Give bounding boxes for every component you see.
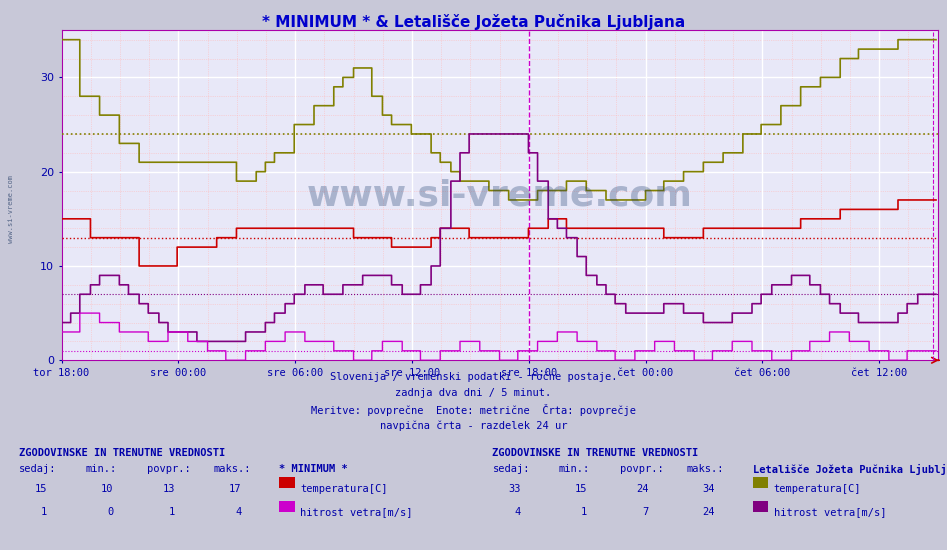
- Text: 1: 1: [41, 507, 47, 517]
- Text: Letališče Jožeta Pučnika Ljubljana: Letališče Jožeta Pučnika Ljubljana: [753, 464, 947, 475]
- Text: 24: 24: [703, 507, 715, 517]
- Text: maks.:: maks.:: [213, 464, 251, 475]
- Text: * MINIMUM *: * MINIMUM *: [279, 464, 348, 475]
- Text: sedaj:: sedaj:: [492, 464, 530, 475]
- Text: hitrost vetra[m/s]: hitrost vetra[m/s]: [774, 507, 886, 517]
- Text: Meritve: povprečne  Enote: metrične  Črta: povprečje: Meritve: povprečne Enote: metrične Črta:…: [311, 404, 636, 416]
- Text: navpična črta - razdelek 24 ur: navpična črta - razdelek 24 ur: [380, 421, 567, 431]
- Text: 15: 15: [35, 484, 47, 494]
- Text: 4: 4: [514, 507, 521, 517]
- Text: www.si-vreme.com: www.si-vreme.com: [307, 178, 692, 212]
- Text: povpr.:: povpr.:: [147, 464, 190, 475]
- Text: 0: 0: [107, 507, 114, 517]
- Text: min.:: min.:: [85, 464, 116, 475]
- Text: hitrost vetra[m/s]: hitrost vetra[m/s]: [300, 507, 413, 517]
- Text: Slovenija / vremenski podatki - ročne postaje.: Slovenija / vremenski podatki - ročne po…: [330, 371, 617, 382]
- Text: maks.:: maks.:: [687, 464, 724, 475]
- Text: temperatura[C]: temperatura[C]: [774, 484, 861, 494]
- Text: 24: 24: [636, 484, 649, 494]
- Text: www.si-vreme.com: www.si-vreme.com: [8, 175, 13, 243]
- Text: 13: 13: [163, 484, 175, 494]
- Text: zadnja dva dni / 5 minut.: zadnja dva dni / 5 minut.: [396, 388, 551, 398]
- Text: 10: 10: [101, 484, 114, 494]
- Text: 1: 1: [581, 507, 587, 517]
- Text: 34: 34: [703, 484, 715, 494]
- Text: 17: 17: [229, 484, 241, 494]
- Text: ZGODOVINSKE IN TRENUTNE VREDNOSTI: ZGODOVINSKE IN TRENUTNE VREDNOSTI: [19, 448, 225, 458]
- Text: min.:: min.:: [559, 464, 590, 475]
- Text: sedaj:: sedaj:: [19, 464, 57, 475]
- Text: 4: 4: [235, 507, 241, 517]
- Text: 33: 33: [509, 484, 521, 494]
- Text: temperatura[C]: temperatura[C]: [300, 484, 387, 494]
- Text: 15: 15: [575, 484, 587, 494]
- Text: * MINIMUM * & Letališče Jožeta Pučnika Ljubljana: * MINIMUM * & Letališče Jožeta Pučnika L…: [262, 14, 685, 30]
- Text: 1: 1: [169, 507, 175, 517]
- Text: povpr.:: povpr.:: [620, 464, 664, 475]
- Text: 7: 7: [642, 507, 649, 517]
- Text: ZGODOVINSKE IN TRENUTNE VREDNOSTI: ZGODOVINSKE IN TRENUTNE VREDNOSTI: [492, 448, 699, 458]
